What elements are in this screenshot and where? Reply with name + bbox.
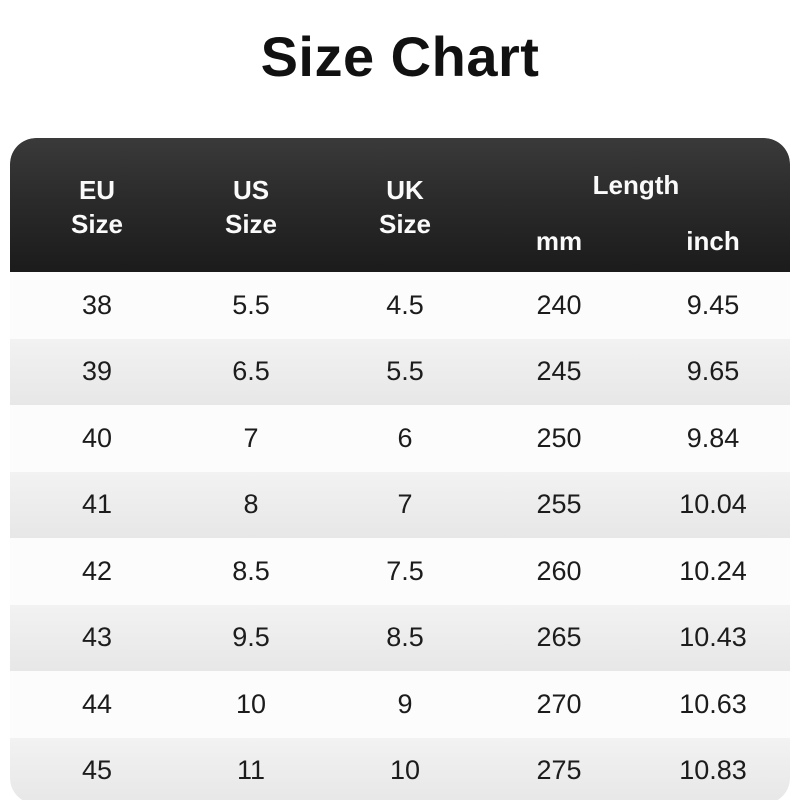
column-header-length: Length: [592, 170, 680, 200]
table-cell: 45: [81, 755, 113, 786]
table-cell: 44: [81, 688, 113, 719]
table-cell: 270: [536, 688, 582, 719]
table-cell: 10: [235, 688, 267, 719]
table-row: 39 6.5 5.5 245 9.65: [10, 338, 790, 405]
table-cell: 10.83: [679, 755, 747, 786]
table-row: 41 8 7 255 10.04: [10, 471, 790, 538]
table-header: EU Size US Size UK Size Length mm inch: [10, 138, 790, 272]
table-cell: 6: [397, 422, 413, 453]
size-chart-table: EU Size US Size UK Size Length mm inch 3…: [10, 138, 790, 800]
table-cell: 5.5: [386, 356, 424, 387]
table-cell: 255: [536, 489, 582, 520]
column-header-line: Size: [224, 209, 278, 239]
table-cell: 7.5: [386, 555, 424, 586]
table-row: 43 9.5 8.5 265 10.43: [10, 604, 790, 671]
table-cell: 9: [397, 688, 413, 719]
page: Size Chart EU Size US Size UK Size Lengt…: [0, 26, 800, 800]
table-cell: 10.04: [679, 489, 747, 520]
table-cell: 38: [81, 289, 113, 320]
table-row: 38 5.5 4.5 240 9.45: [10, 272, 790, 339]
table-cell: 9.5: [232, 622, 270, 653]
table-row: 42 8.5 7.5 260 10.24: [10, 538, 790, 605]
table-cell: 42: [81, 555, 113, 586]
column-group-length: Length mm inch: [482, 138, 790, 272]
table-cell: 265: [536, 622, 582, 653]
table-cell: 10: [389, 755, 421, 786]
table-cell: 245: [536, 356, 582, 387]
table-cell: 5.5: [232, 289, 270, 320]
table-cell: 8.5: [386, 622, 424, 653]
table-cell: 39: [81, 356, 113, 387]
column-header-eu-size: EU Size: [20, 138, 174, 272]
table-cell: 4.5: [386, 289, 424, 320]
column-header-line: US: [232, 175, 270, 205]
column-header-line: Size: [70, 209, 124, 239]
table-cell: 240: [536, 289, 582, 320]
page-title: Size Chart: [260, 25, 540, 88]
table-cell: 7: [243, 422, 259, 453]
table-cell: 250: [536, 422, 582, 453]
table-cell: 275: [536, 755, 582, 786]
column-header-line: UK: [386, 175, 424, 205]
table-cell: 11: [236, 755, 266, 786]
table-cell: 7: [397, 489, 413, 520]
table-cell: 9.45: [686, 289, 740, 320]
column-header-us-size: US Size: [174, 138, 328, 272]
table-cell: 10.63: [679, 688, 747, 719]
column-header-uk-size: UK Size: [328, 138, 482, 272]
table-cell: 260: [536, 555, 582, 586]
table-row: 45 11 10 275 10.83: [10, 737, 790, 800]
table-row: 44 10 9 270 10.63: [10, 671, 790, 738]
table-cell: 9.65: [686, 356, 740, 387]
table-cell: 9.84: [686, 422, 740, 453]
table-cell: 10.24: [679, 555, 747, 586]
column-header-inch: inch: [686, 226, 740, 256]
column-header-line: EU: [78, 175, 116, 205]
table-cell: 40: [81, 422, 113, 453]
table-cell: 6.5: [232, 356, 270, 387]
table-cell: 41: [81, 489, 113, 520]
table-row: 40 7 6 250 9.84: [10, 405, 790, 472]
length-subheader-row: mm inch: [482, 224, 790, 258]
table-cell: 8.5: [232, 555, 270, 586]
column-header-mm: mm: [535, 226, 583, 256]
table-body: 38 5.5 4.5 240 9.45 39 6.5 5.5 245 9.65 40 7 6 250 9.8…: [10, 272, 790, 800]
table-cell: 43: [81, 622, 113, 653]
table-cell: 10.43: [679, 622, 747, 653]
table-cell: 8: [243, 489, 259, 520]
column-header-line: Size: [378, 209, 432, 239]
